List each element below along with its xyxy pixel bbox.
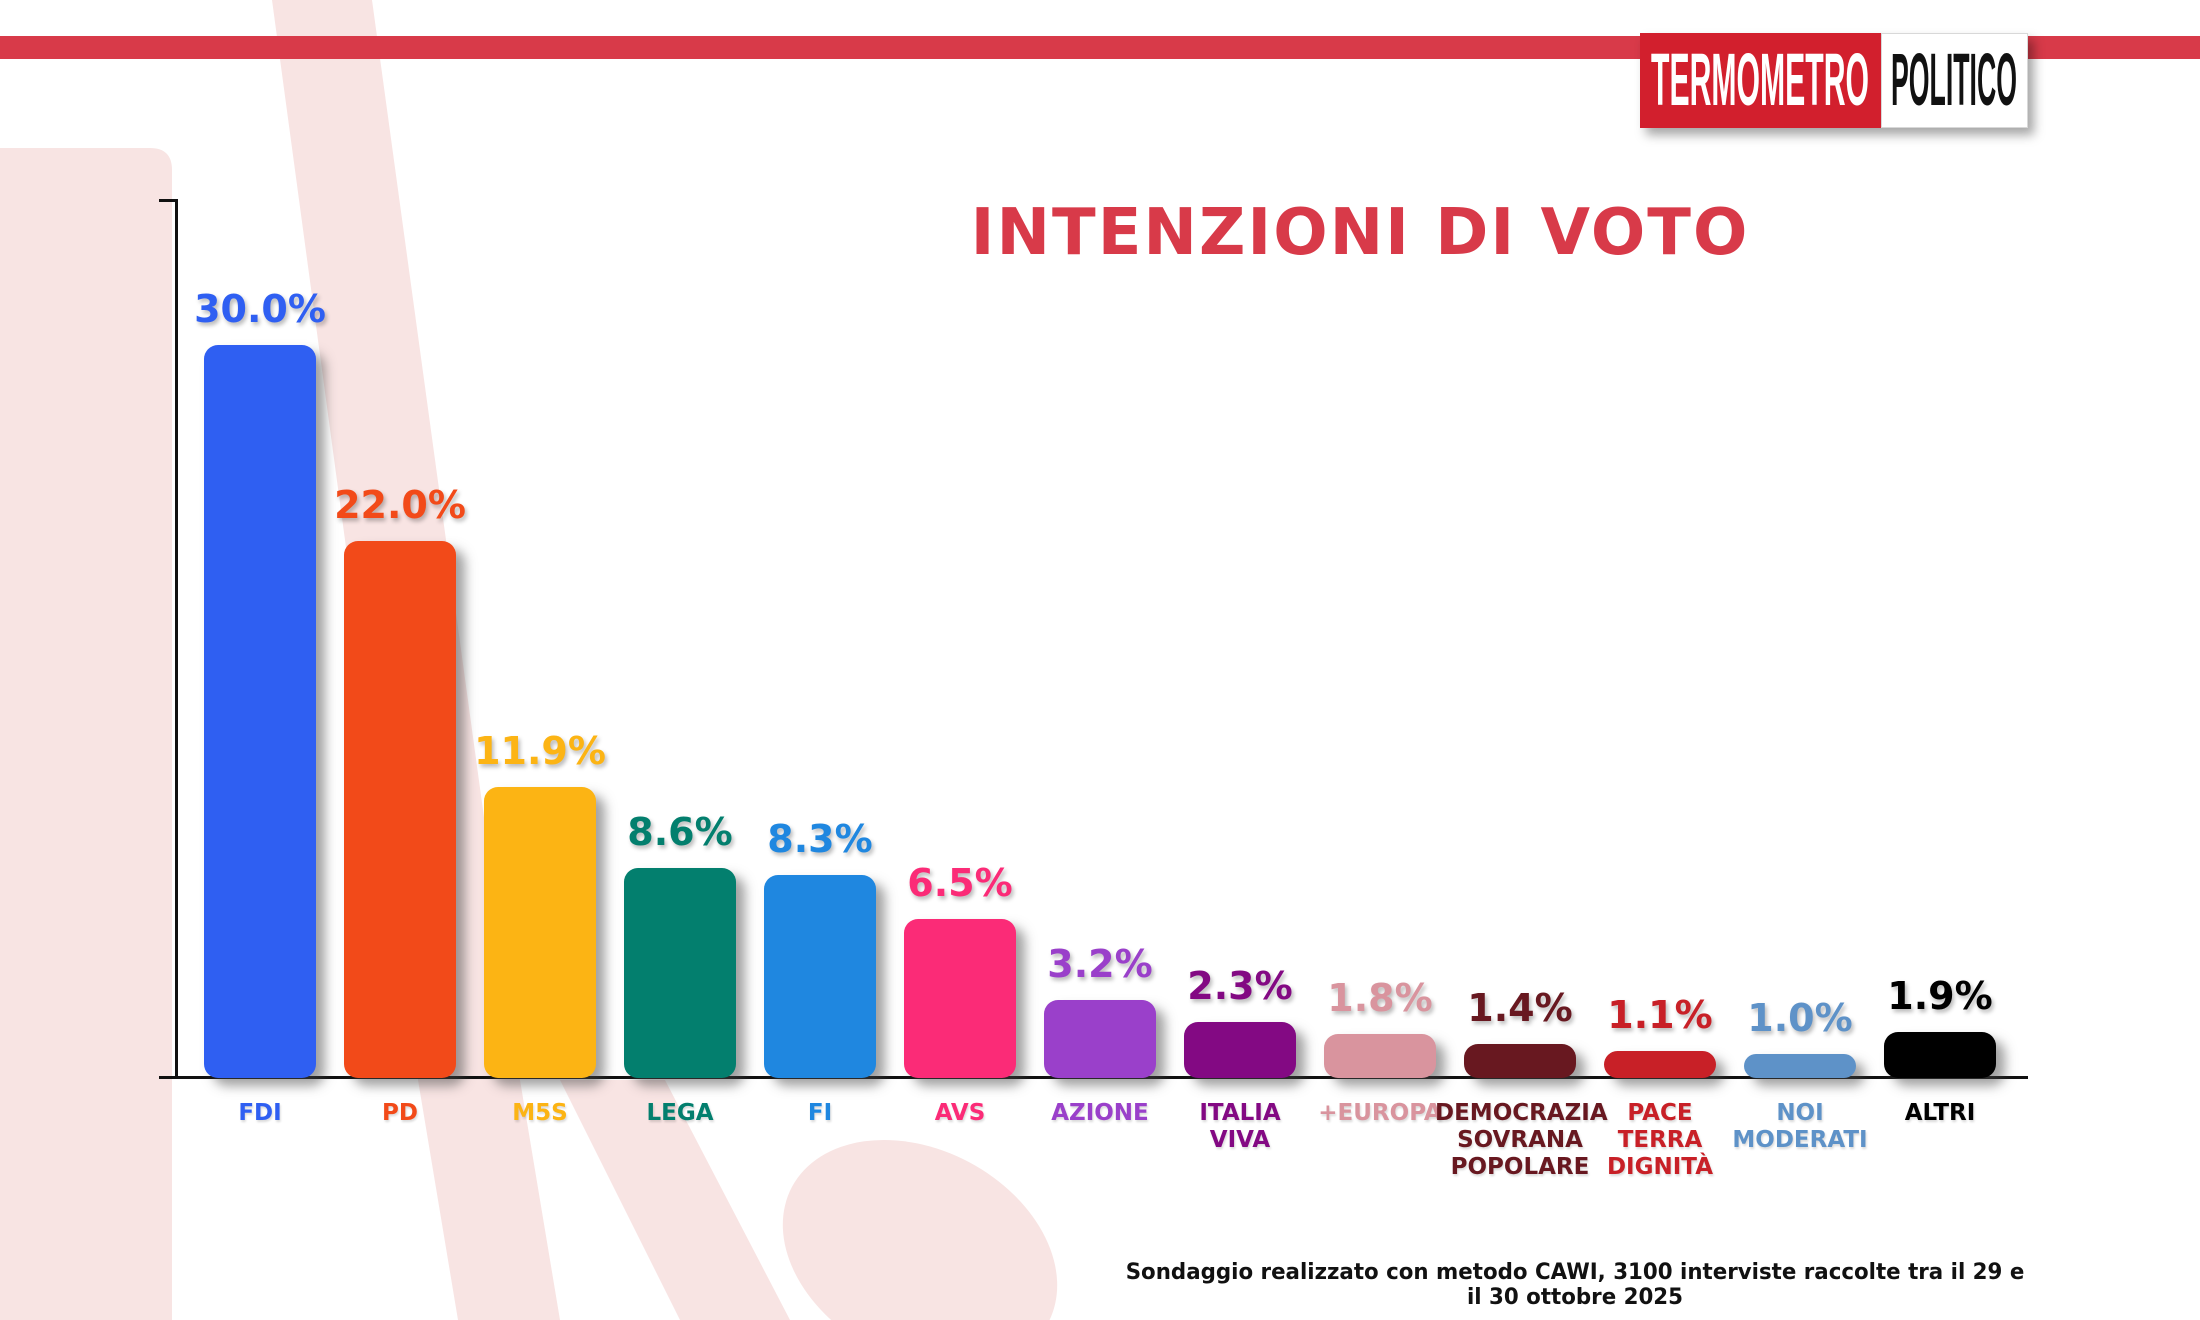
bar-value-m5s: 11.9%: [474, 729, 606, 773]
bar-europa: [1324, 1034, 1436, 1078]
bar-label-pd: PD: [382, 1100, 418, 1126]
logo-white-segment: POLITICO: [1881, 33, 2028, 128]
bar-lega: [624, 868, 736, 1078]
bar-value-noi-moderati: 1.0%: [1747, 996, 1853, 1040]
bar-value-italia-viva: 2.3%: [1187, 964, 1293, 1008]
bar-label-pace-terra-dignit: PACE TERRA DIGNITÀ: [1606, 1100, 1714, 1180]
bar-label-fdi: FDI: [238, 1100, 282, 1126]
bar-label-avs: AVS: [934, 1100, 986, 1126]
bar-value-europa: 1.8%: [1327, 976, 1433, 1020]
bar-democrazia-sovrana-popolare: [1464, 1044, 1576, 1078]
bar-value-lega: 8.6%: [627, 810, 733, 854]
bar-m5s: [484, 787, 596, 1078]
bar-label-fi: FI: [807, 1100, 833, 1126]
chart-title: INTENZIONI DI VOTO: [970, 196, 1750, 270]
y-axis-line: [175, 199, 178, 1078]
bar-italia-viva: [1184, 1022, 1296, 1078]
bar-label-italia-viva: ITALIA VIVA: [1199, 1100, 1281, 1153]
bar-label-europa: +EUROPA: [1318, 1100, 1442, 1126]
logo-red-segment: TERMOMETRO: [1640, 33, 1881, 128]
termometro-politico-logo: TERMOMETRO POLITICO: [1640, 33, 2028, 128]
bar-azione: [1044, 1000, 1156, 1078]
bar-avs: [904, 919, 1016, 1078]
bar-noi-moderati: [1744, 1054, 1856, 1078]
bar-pace-terra-dignit: [1604, 1051, 1716, 1078]
bar-value-pd: 22.0%: [334, 483, 466, 527]
bar-label-lega: LEGA: [646, 1100, 714, 1126]
bar-value-azione: 3.2%: [1047, 942, 1153, 986]
bar-value-democrazia-sovrana-popolare: 1.4%: [1467, 986, 1573, 1030]
logo-text-politico: POLITICO: [1891, 38, 2017, 121]
bar-value-fi: 8.3%: [767, 817, 873, 861]
bar-value-pace-terra-dignit: 1.1%: [1607, 993, 1713, 1037]
bar-pd: [344, 541, 456, 1078]
survey-footnote: Sondaggio realizzato con metodo CAWI, 31…: [1125, 1260, 2025, 1310]
y-axis-top-tick: [159, 199, 178, 202]
bar-label-azione: AZIONE: [1051, 1100, 1149, 1126]
bar-value-fdi: 30.0%: [194, 287, 326, 331]
logo-text-termometro: TERMOMETRO: [1651, 38, 1869, 121]
bar-label-noi-moderati: NOI MODERATI: [1732, 1100, 1868, 1153]
bar-fdi: [204, 345, 316, 1078]
bar-value-altri: 1.9%: [1887, 974, 1993, 1018]
bar-value-avs: 6.5%: [907, 861, 1013, 905]
bar-label-m5s: M5S: [512, 1100, 568, 1126]
bar-altri: [1884, 1032, 1996, 1078]
bar-label-altri: ALTRI: [1904, 1100, 1976, 1126]
bar-fi: [764, 875, 876, 1078]
bar-label-democrazia-sovrana-popolare: DEMOCRAZIA SOVRANA POPOLARE: [1435, 1100, 1608, 1180]
